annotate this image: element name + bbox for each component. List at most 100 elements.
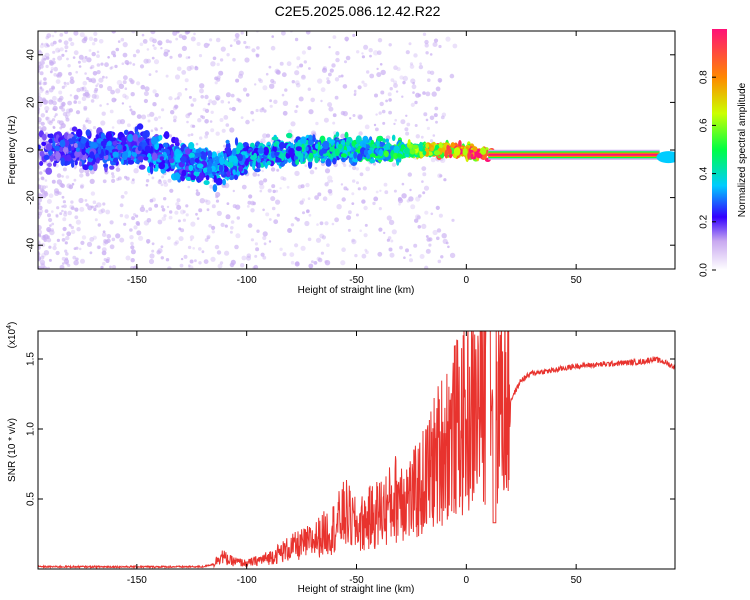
spectrogram-scatter-dot: [270, 167, 276, 172]
spectrogram-scatter-dot: [115, 88, 121, 94]
spectrogram-scatter-dot: [160, 183, 164, 187]
spectrogram-scatter-dot: [396, 67, 401, 72]
spectrogram-scatter-dot: [388, 43, 392, 47]
spectrogram-scatter-dot: [81, 96, 87, 101]
spectrogram-scatter-dot: [43, 250, 50, 256]
spectrogram-scatter-dot: [268, 218, 272, 221]
spectrogram-scatter-dot: [235, 233, 241, 239]
spectrogram-scatter-dot: [98, 39, 104, 44]
spectrogram-scatter-dot: [160, 245, 164, 249]
spectrogram-scatter-dot: [39, 71, 44, 76]
spectrogram-scatter-dot: [190, 221, 196, 227]
spectrogram-scatter-dot: [73, 31, 79, 36]
spectrogram-scatter-dot: [252, 201, 256, 206]
spectrogram-scatter-dot: [247, 45, 251, 49]
spectrogram-scatter-dot: [38, 211, 41, 216]
spectrogram-scatter-dot: [61, 108, 66, 112]
spectrogram-scatter-dot: [160, 127, 163, 130]
spectrogram-scatter-dot: [153, 116, 159, 122]
spectrogram-band-blob: [240, 151, 247, 156]
spectrogram-scatter-dot: [88, 36, 94, 41]
spectrogram-scatter-dot: [416, 215, 421, 220]
spectrogram-band-blob: [103, 163, 109, 168]
spectrogram-scatter-dot: [301, 198, 306, 202]
spectrogram-band-blob: [425, 143, 430, 149]
spectrogram-scatter-dot: [266, 133, 271, 138]
spectrogram-scatter-dot: [147, 114, 151, 118]
spectrogram-scatter-dot: [144, 86, 150, 92]
spectrogram-band-blob: [450, 142, 455, 149]
spectrogram-scatter-dot: [223, 144, 226, 148]
spectrogram-scatter-dot: [47, 120, 51, 124]
spectrogram-scatter-dot: [310, 97, 316, 103]
spectrogram-band-blob: [355, 135, 362, 144]
spectrogram-scatter-dot: [77, 100, 82, 105]
spectrogram-band-blob: [462, 148, 468, 156]
spectrogram-scatter-dot: [50, 228, 54, 232]
spectrogram-scatter-dot: [409, 258, 413, 263]
spectrogram-scatter-dot: [389, 252, 395, 258]
spectrogram-band-blob: [218, 164, 224, 172]
spectrogram-scatter-dot: [315, 121, 319, 126]
spectrogram-scatter-dot: [121, 102, 125, 105]
spectrogram-scatter-dot: [409, 64, 415, 69]
spectrogram-band-blob: [38, 144, 41, 150]
spectrogram-scatter-dot: [300, 74, 306, 80]
spectrogram-scatter-dot: [226, 53, 230, 57]
spectrogram-band-blob: [54, 145, 61, 152]
spectrogram-scatter-dot: [50, 66, 54, 70]
spectrogram-scatter-dot: [64, 31, 69, 35]
spectrogram-scatter-dot: [176, 205, 182, 210]
spectrogram-band-blob: [444, 149, 448, 159]
spectrogram-band-blob: [55, 151, 61, 161]
spectrogram-scatter-dot: [419, 254, 425, 259]
spectrogram-scatter-dot: [38, 81, 42, 85]
spectrogram-scatter-dot: [97, 245, 101, 249]
spectrogram-band-blob: [294, 149, 302, 157]
spectrogram-scatter-dot: [226, 202, 230, 206]
spectrogram-band-blob: [356, 153, 363, 162]
spectrogram-band-blob: [71, 136, 76, 143]
spectrogram-scatter-dot: [167, 178, 172, 183]
spectrogram-band-blob: [42, 133, 47, 141]
spectrogram-scatter-dot: [209, 184, 214, 189]
spectrogram-scatter-dot: [38, 184, 42, 190]
spectrogram-scatter-dot: [238, 73, 243, 79]
spectrogram-scatter-dot: [420, 135, 424, 139]
spectrogram-scatter-dot: [217, 263, 223, 269]
spectrogram-band-blob: [274, 151, 280, 156]
spectrogram-band-blob: [136, 123, 144, 130]
spectrogram-scatter-dot: [195, 142, 199, 146]
spectrogram-band-blob: [190, 174, 196, 181]
spectrogram-scatter-dot: [198, 54, 203, 58]
spectrogram-scatter-dot: [410, 204, 416, 210]
spectrogram-scatter-dot: [189, 259, 194, 264]
spectrogram-scatter-dot: [317, 78, 323, 84]
spectrogram-scatter-dot: [85, 117, 90, 121]
spectrogram-scatter-dot: [307, 197, 311, 201]
spectrogram-scatter-dot: [376, 72, 382, 78]
spectrogram-scatter-dot: [305, 182, 310, 188]
spectrogram-band-blob: [376, 135, 384, 142]
spectrogram-scatter-dot: [294, 243, 299, 248]
spectrogram-scatter-dot: [70, 76, 74, 81]
spectrogram-scatter-dot: [331, 222, 335, 226]
spectrogram-scatter-dot: [198, 208, 203, 213]
spectrogram-scatter-dot: [439, 174, 443, 178]
spectrogram-band-blob: [366, 154, 371, 160]
spectrogram-scatter-dot: [328, 72, 332, 77]
spectrogram-scatter-dot: [163, 182, 169, 187]
spectrogram-scatter-dot: [133, 168, 139, 174]
spectrogram-scatter-dot: [64, 115, 69, 119]
spectrogram-scatter-dot: [158, 115, 161, 119]
spectrogram-scatter-dot: [338, 75, 341, 78]
spectrogram-scatter-dot: [323, 67, 326, 70]
spectrogram-scatter-dot: [42, 236, 47, 241]
spectrogram-scatter-dot: [147, 119, 151, 123]
spectrogram-scatter-dot: [235, 204, 241, 210]
spectrogram-scatter-dot: [80, 258, 85, 264]
spectrogram-scatter-dot: [267, 188, 272, 193]
spectrogram-scatter-dot: [40, 121, 45, 126]
spectrogram-scatter-dot: [421, 223, 427, 229]
